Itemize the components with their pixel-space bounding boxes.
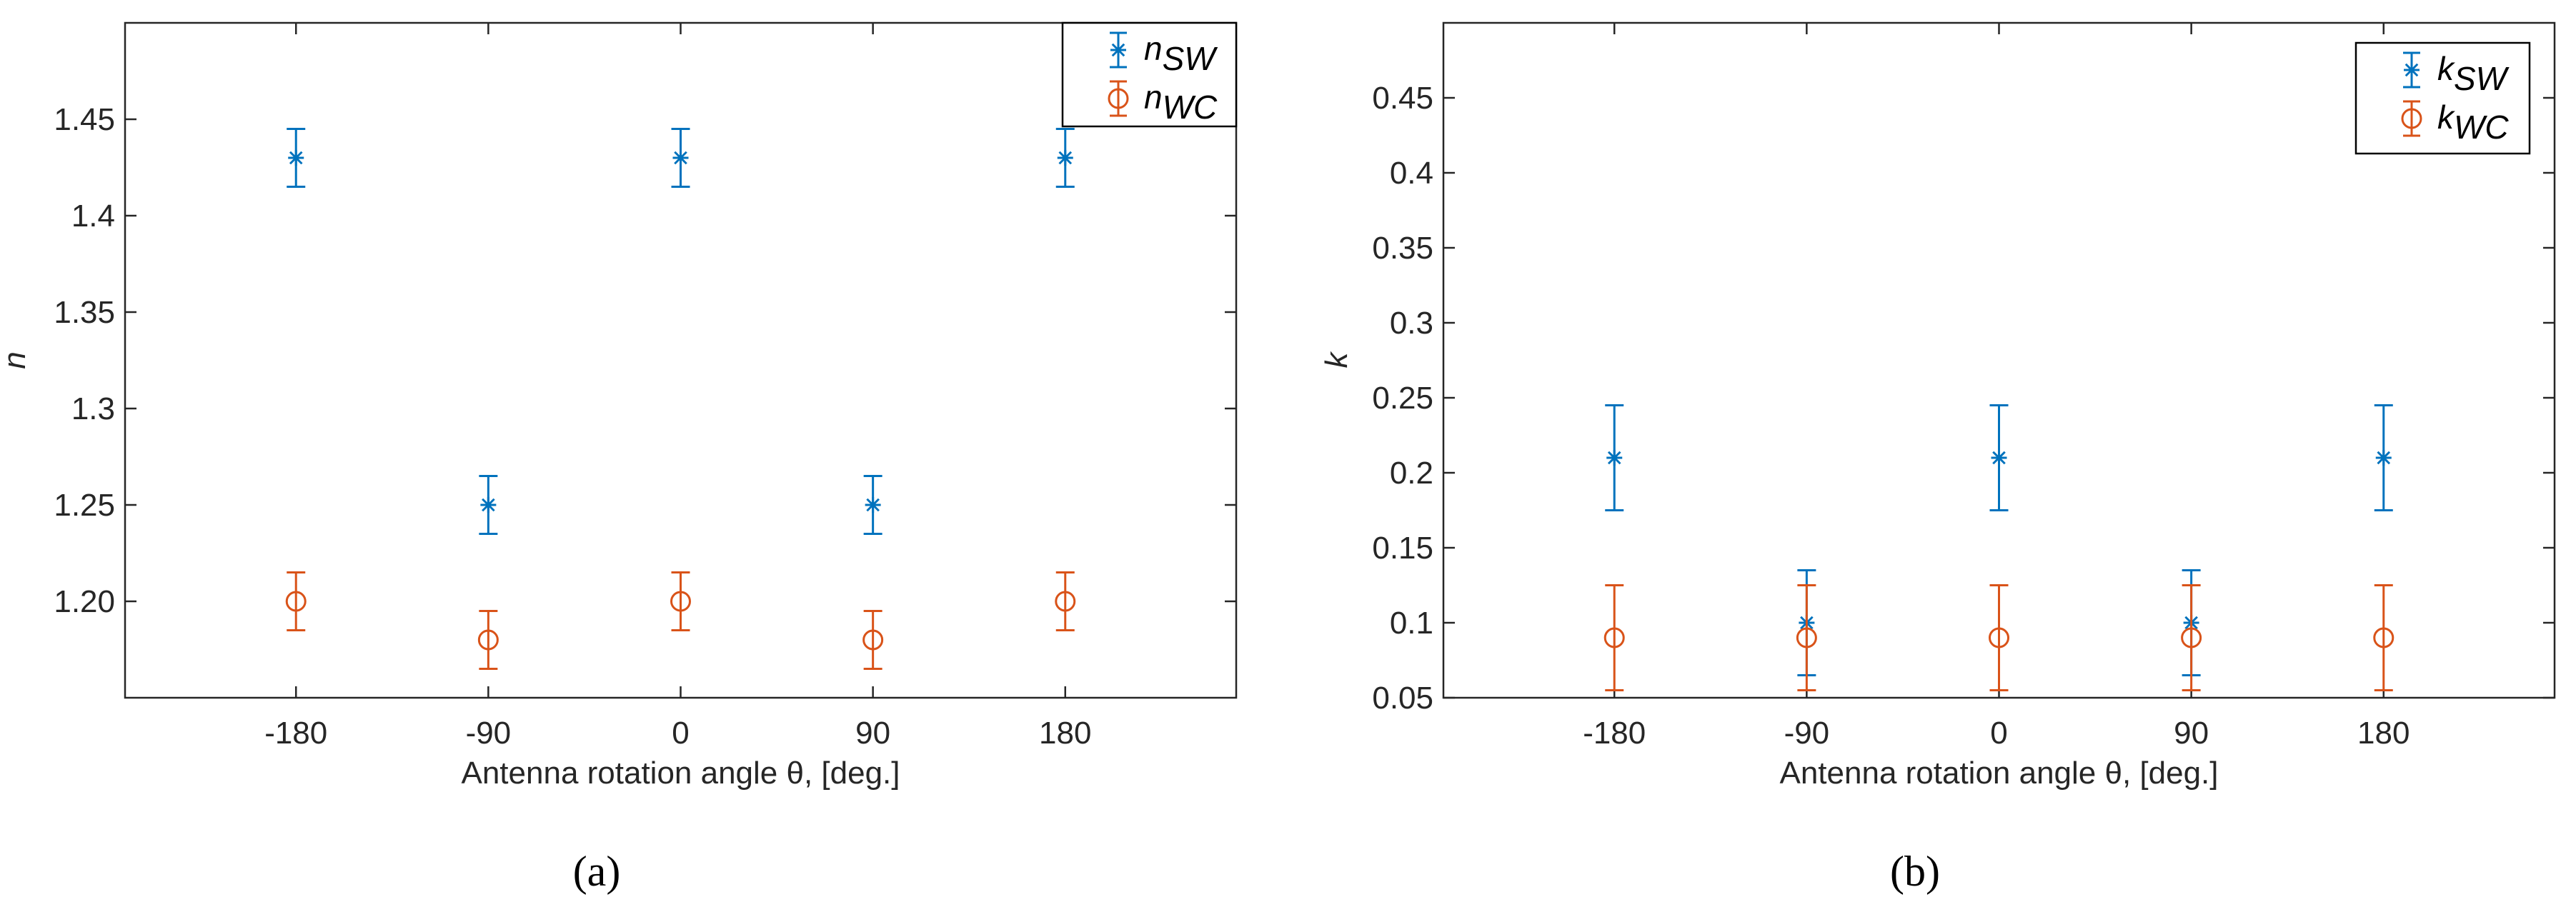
- legend-item-k_SW: kSW: [2403, 50, 2510, 97]
- y-tick-label: 0.1: [1390, 606, 1433, 641]
- data-point: [285, 591, 307, 612]
- data-point: [1796, 627, 1817, 648]
- data-point: [1603, 627, 1625, 648]
- asterisk-stroke: [1607, 451, 1621, 465]
- y-tick-label: 0.15: [1372, 531, 1433, 566]
- x-tick-label: 0: [1990, 716, 2007, 751]
- y-tick-label: 1.3: [71, 391, 115, 426]
- y-tick-label: 0.3: [1390, 306, 1433, 341]
- y-tick-label: 0.45: [1372, 81, 1433, 116]
- x-tick-label: -90: [466, 716, 512, 751]
- asterisk-stroke: [289, 151, 303, 165]
- y-tick-label: 0.05: [1372, 681, 1433, 716]
- x-tick-label: 180: [1039, 716, 1091, 751]
- legend-label-main: k: [2437, 99, 2455, 136]
- error-bar: [2374, 584, 2393, 691]
- data-point: [1991, 450, 2007, 466]
- legend-label-sub: WC: [2454, 109, 2509, 146]
- legend-item-n_SW: nSW: [1110, 30, 1218, 77]
- legend-box: [1061, 21, 1238, 128]
- asterisk-stroke: [2405, 63, 2419, 77]
- y-tick-label: 0.35: [1372, 231, 1433, 266]
- error-bar: [863, 610, 882, 670]
- legend-box: [2354, 41, 2531, 155]
- data-point: [2375, 450, 2392, 466]
- data-point: [672, 150, 689, 166]
- legend-marker: [2401, 108, 2422, 129]
- legend-marker: [1108, 88, 1129, 109]
- y-tick-label: 1.25: [54, 488, 115, 523]
- error-bar: [2182, 584, 2201, 691]
- x-tick-label: 90: [855, 716, 890, 751]
- legend-label: kWC: [2437, 99, 2509, 146]
- error-bar: [1055, 571, 1075, 631]
- error-bar: [479, 610, 498, 670]
- panel-caption: (a): [573, 848, 621, 895]
- chart-panel-b: -180 -90 0 90 180 0.05 0.1 0.15 0.2 0.25 0.3 0.35 0.…: [1319, 21, 2556, 895]
- legend-label-sub: WC: [1163, 89, 1218, 126]
- data-point: [1055, 591, 1076, 612]
- asterisk-stroke: [482, 498, 495, 512]
- data-point: [1989, 627, 2009, 648]
- x-axis-label: Antenna rotation angle θ, [deg.]: [1779, 756, 2218, 791]
- data-point: [1057, 150, 1073, 166]
- y-axis-label: k: [1319, 351, 1354, 369]
- error-bar: [1989, 584, 2009, 691]
- asterisk-stroke: [866, 498, 880, 512]
- legend-item-n_WC: nWC: [1108, 79, 1218, 126]
- legend-label: nSW: [1144, 30, 1218, 77]
- chart-panel-a: -180 -90 0 90 180 1.20 1.25 1.3 1.35 1.4 1.45 Anten…: [0, 21, 1238, 895]
- asterisk-stroke: [674, 151, 687, 165]
- x-axis-label: Antenna rotation angle θ, [deg.]: [461, 756, 900, 791]
- y-axis-label: n: [0, 351, 32, 369]
- data-point: [1606, 450, 1623, 466]
- x-tick-label: 180: [2357, 716, 2410, 751]
- x-tick-label: -90: [1784, 716, 1830, 751]
- legend-marker: [1110, 42, 1126, 58]
- y-tick-label: 0.25: [1372, 381, 1433, 416]
- data-point: [288, 150, 304, 166]
- y-tick-label: 1.45: [54, 102, 115, 137]
- legend-label: kSW: [2437, 50, 2510, 97]
- y-tick-label: 1.35: [54, 295, 115, 330]
- data-point: [2181, 627, 2202, 648]
- legend-label-main: k: [2437, 50, 2455, 87]
- data-point: [2373, 627, 2395, 648]
- asterisk-stroke: [1111, 43, 1125, 57]
- legend-marker: [2404, 62, 2420, 78]
- series-k_WC: [1603, 584, 2395, 691]
- panel-caption: (b): [1890, 848, 1940, 895]
- asterisk-stroke: [1058, 151, 1073, 165]
- data-point: [670, 591, 691, 612]
- data-point: [865, 497, 881, 513]
- x-tick-label: 90: [2174, 716, 2209, 751]
- data-point: [862, 629, 884, 651]
- asterisk-stroke: [1992, 451, 2006, 465]
- x-tick-label: -180: [264, 716, 327, 751]
- legend-label-main: n: [1144, 30, 1163, 67]
- legend-label-sub: SW: [1163, 40, 1219, 77]
- y-tick-label: 0.4: [1390, 156, 1433, 191]
- error-bar: [1797, 584, 1816, 691]
- x-tick-label: 0: [672, 716, 689, 751]
- series-n_SW: [287, 128, 1075, 535]
- y-tick-label: 1.20: [54, 584, 115, 619]
- legend-label: nWC: [1144, 79, 1218, 126]
- y-tick-label: 1.4: [71, 199, 115, 234]
- legend-label-sub: SW: [2454, 60, 2510, 97]
- asterisk-stroke: [2377, 451, 2391, 465]
- data-point: [477, 629, 499, 651]
- x-tick-label: -180: [1583, 716, 1646, 751]
- error-bar: [1605, 584, 1624, 691]
- data-point: [480, 497, 497, 513]
- series-n_WC: [285, 571, 1076, 670]
- error-bar: [287, 571, 306, 631]
- legend-item-k_WC: kWC: [2401, 99, 2509, 146]
- legend-label-main: n: [1144, 79, 1163, 116]
- y-tick-label: 0.2: [1390, 456, 1433, 491]
- error-bar: [671, 571, 690, 631]
